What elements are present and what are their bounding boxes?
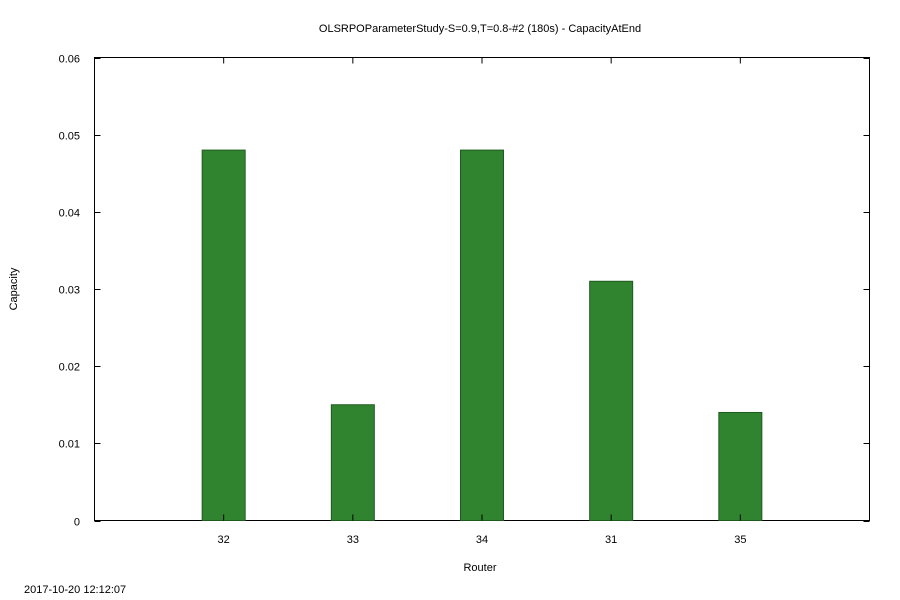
- y-axis-label: Capacity: [8, 267, 20, 310]
- x-tick-label: 31: [605, 534, 617, 546]
- x-axis-label: Router: [463, 562, 496, 574]
- x-tick-label: 33: [347, 534, 359, 546]
- y-tick-label: 0.06: [59, 54, 80, 66]
- timestamp: 2017-10-20 12:12:07: [24, 584, 126, 596]
- x-axis: 32 33 34 31 35: [218, 57, 746, 546]
- y-tick-label: 0.05: [59, 131, 80, 143]
- bar-34: [460, 149, 504, 521]
- y-tick-label: 0.02: [59, 362, 80, 374]
- y-axis: 0 0.01 0.02 0.03 0.04 0.05 0.06: [59, 54, 870, 529]
- x-tick-label: 35: [734, 534, 746, 546]
- bar-32: [201, 149, 246, 521]
- y-tick-label: 0.01: [59, 439, 80, 451]
- y-tick-label: 0: [74, 517, 80, 529]
- bar-35: [718, 411, 763, 522]
- x-tick-label: 32: [218, 534, 230, 546]
- bar-33: [330, 404, 375, 521]
- y-tick-label: 0.03: [59, 285, 80, 297]
- bars: [201, 149, 763, 522]
- x-tick-label: 34: [476, 534, 488, 546]
- y-tick-label: 0.04: [59, 208, 80, 220]
- bar-31: [589, 280, 634, 521]
- chart-title: OLSRPOParameterStudy-S=0.9,T=0.8-#2 (180…: [319, 23, 641, 35]
